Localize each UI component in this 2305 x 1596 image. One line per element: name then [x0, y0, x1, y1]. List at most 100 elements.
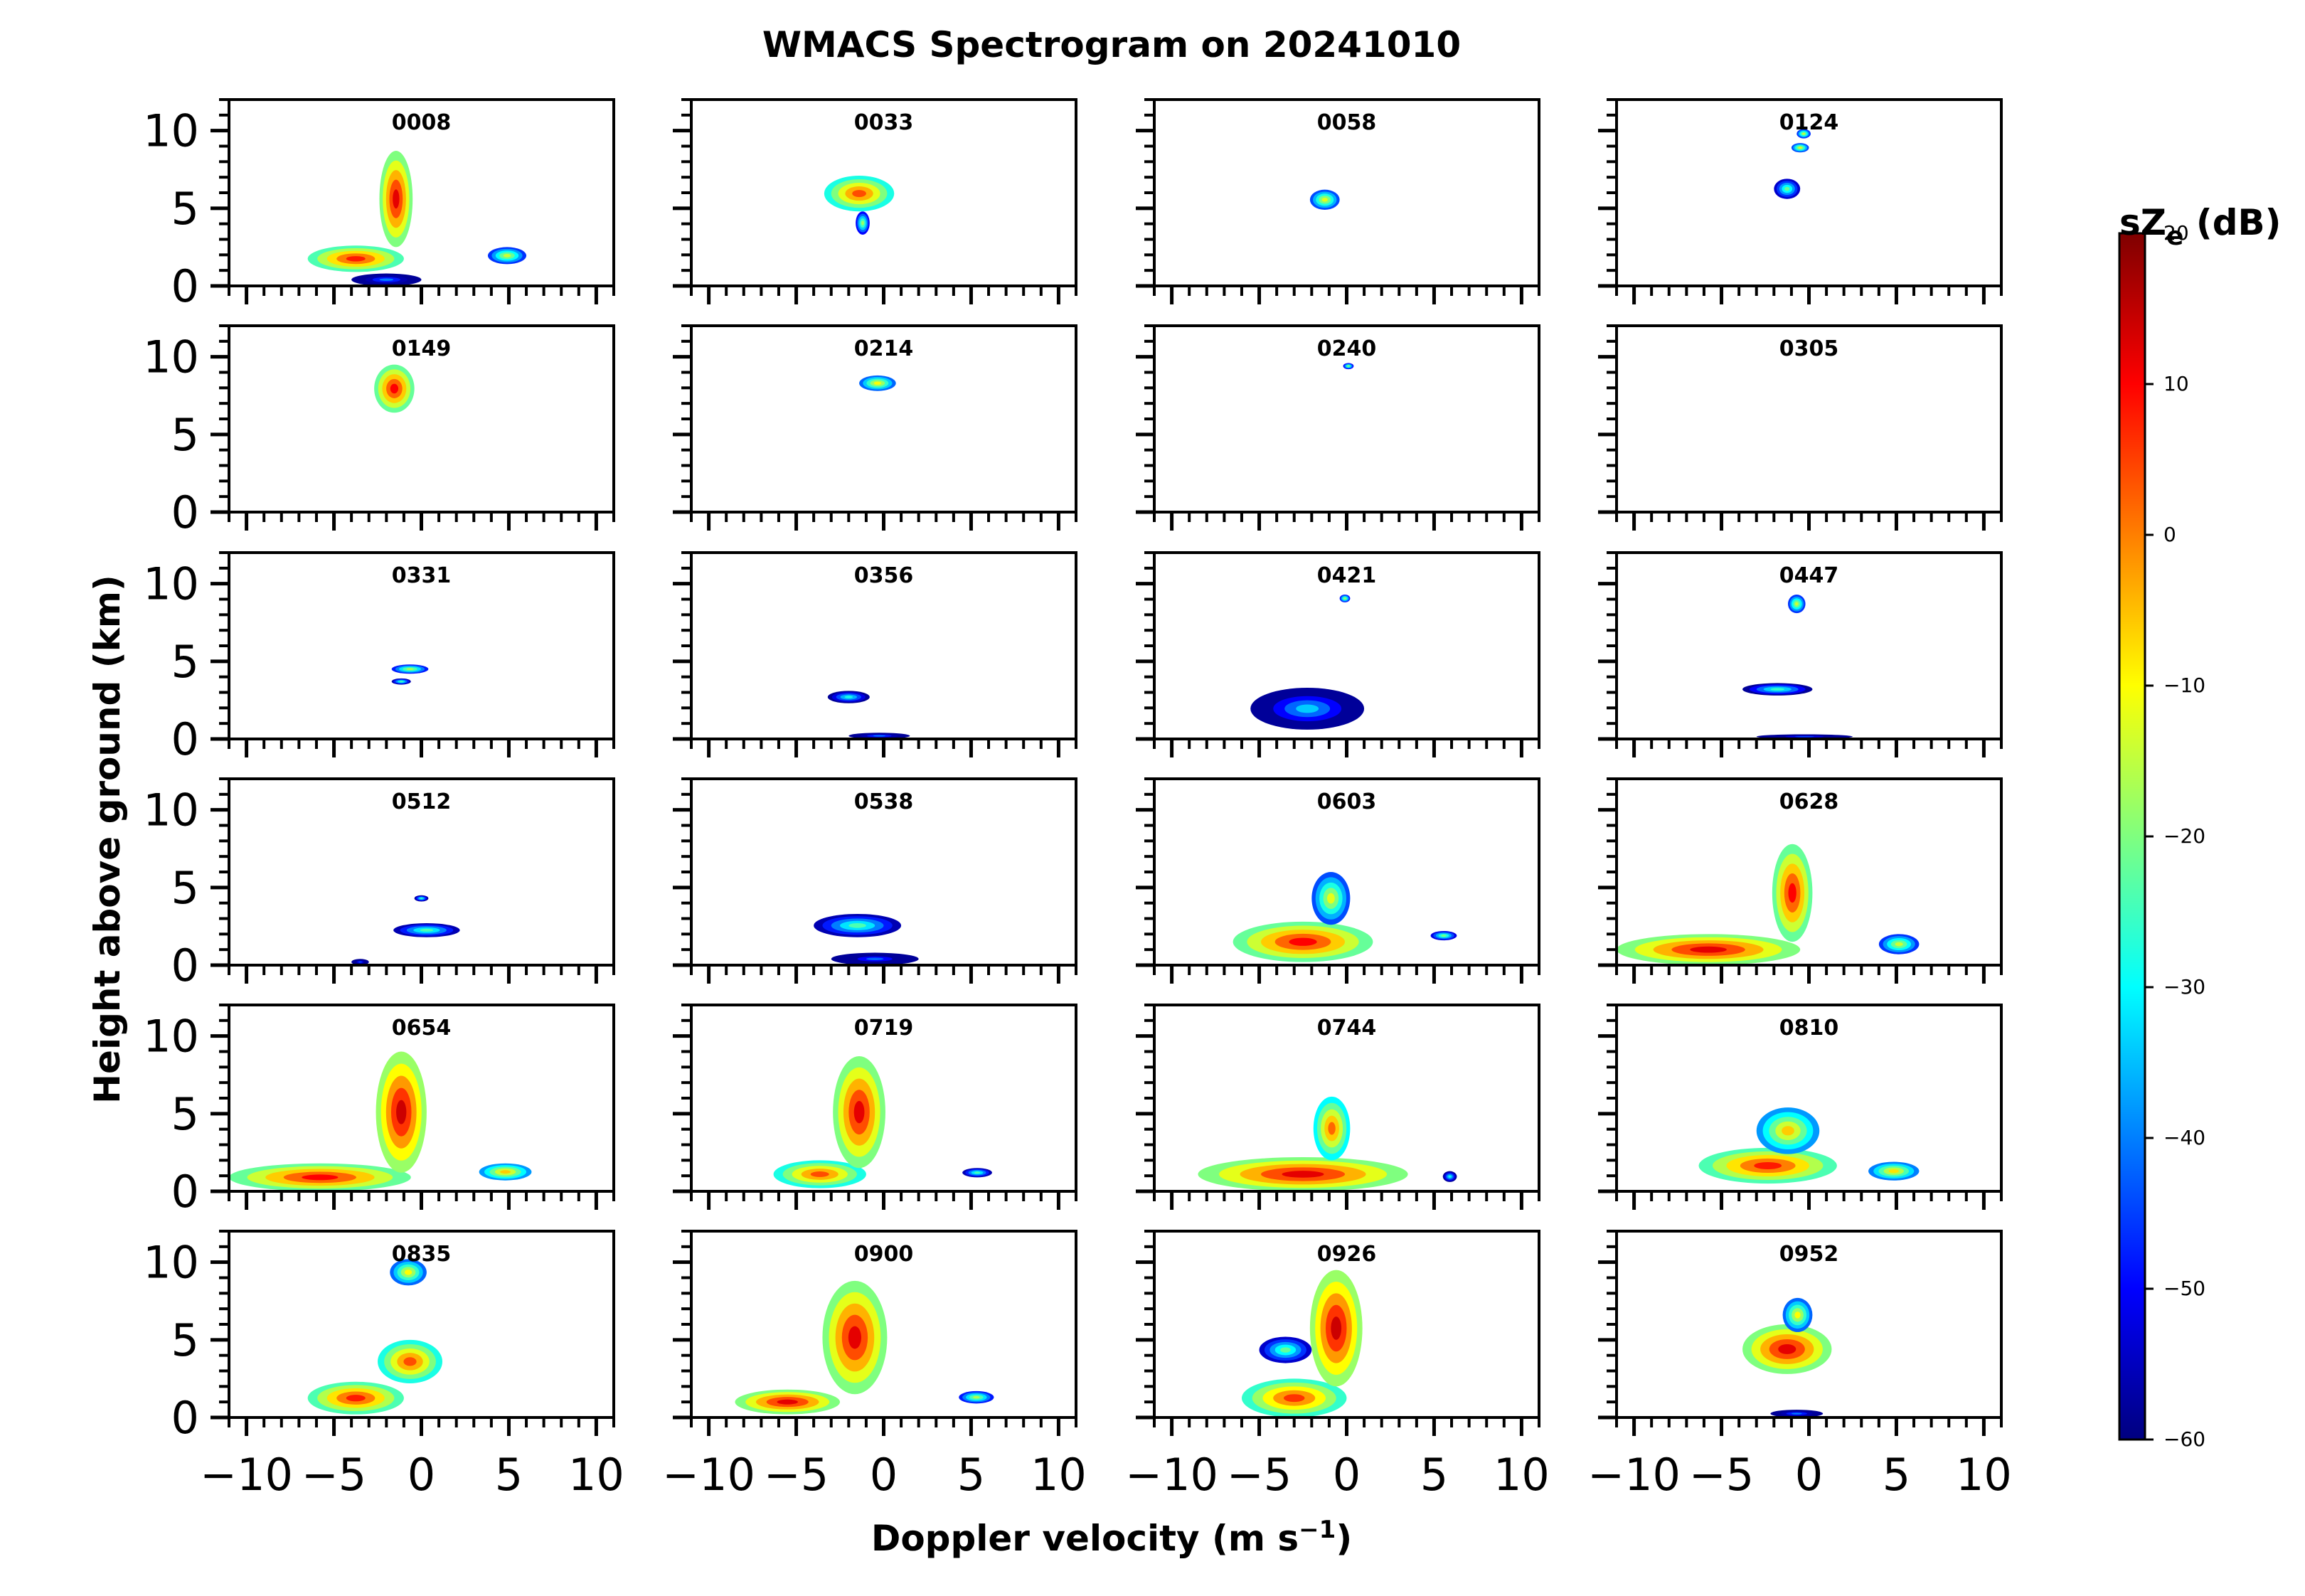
spectrogram-panel: 0512 0 5 10 [143, 777, 615, 991]
spectrogram-panel: 0305 [1598, 324, 2003, 531]
colorbar-tick-label: −30 [2163, 975, 2205, 999]
y-tick-label: 0 [171, 940, 199, 991]
echo-layer [773, 1056, 992, 1188]
panel-time-label: 0058 [1317, 110, 1377, 135]
echo-layer [1343, 363, 1354, 370]
colorbar-tick-label: −50 [2163, 1277, 2205, 1300]
echo-mark [1895, 942, 1903, 947]
echo-layer [1742, 1297, 1832, 1417]
x-tick-label: 5 [495, 1449, 523, 1501]
spectrogram-panel: 0900 −10 −5 0 5 10 [662, 1230, 1087, 1501]
y-tick-label: 10 [143, 558, 199, 610]
echo-mark [1328, 1122, 1336, 1135]
panel-time-label: 0214 [854, 336, 914, 361]
echo-mark [810, 1171, 829, 1177]
x-axis-label-close: ) [1336, 1518, 1352, 1559]
echo-layer [1241, 1270, 1363, 1417]
spectrogram-panel: 0654 0 5 10 [143, 1004, 615, 1218]
y-axis-label: Height above ground (km) [87, 575, 128, 1104]
x-tick-label: 5 [1420, 1449, 1448, 1501]
echo-mark [390, 383, 399, 394]
panel-time-label: 0512 [392, 789, 452, 814]
echo-mark [396, 1100, 407, 1124]
echo-layer [735, 1280, 994, 1415]
echo-layer [1309, 189, 1340, 211]
colorbar-tick-label: −10 [2163, 674, 2205, 697]
echo-mark [1770, 688, 1785, 691]
echo-mark [1791, 1413, 1802, 1415]
echo-layer [1617, 844, 1920, 965]
y-tick-label: 0 [171, 1166, 199, 1218]
x-tick-label: −10 [200, 1449, 293, 1501]
panel-time-label: 0538 [854, 789, 914, 814]
spectrogram-panel: 0952 −10 −5 0 5 10 [1587, 1230, 2012, 1501]
y-tick-label: 10 [143, 1237, 199, 1289]
panel-grid: 0008 0 5 10 0033 0058 0124 0149 0 5 10 0214 0240 0305… [143, 98, 2012, 1501]
y-tick-label: 0 [171, 1392, 199, 1444]
spectrogram-panel: 0835 0 5 10 −10 −5 0 5 10 [143, 1230, 624, 1501]
colorbar-ticks: 20 10 0 −10 −20 −30 −40 −50 −60 [2145, 221, 2205, 1451]
x-tick-label: −5 [764, 1449, 829, 1501]
colorbar-label: sZe (dB) [2119, 202, 2281, 251]
y-tick-label: 5 [171, 1088, 199, 1140]
spectrogram-panel: 0744 [1136, 1004, 1540, 1210]
echo-mark [1347, 365, 1350, 367]
x-axis-label-main: Doppler velocity (m s [871, 1518, 1299, 1559]
echo-mark [1888, 1169, 1899, 1174]
spectrogram-panel: 0033 [673, 98, 1077, 304]
echo-mark [777, 1399, 799, 1405]
echo-mark [852, 190, 866, 198]
x-tick-label: 5 [957, 1449, 985, 1501]
echo-mark [1794, 1312, 1801, 1319]
x-tick-label: 10 [1031, 1449, 1087, 1501]
spectrogram-panel: 0719 [673, 1004, 1077, 1210]
y-tick-label: 10 [143, 1011, 199, 1063]
echo-mark [404, 1270, 412, 1275]
echo-mark [873, 735, 885, 737]
x-axis-label-exponent: −1 [1299, 1516, 1336, 1544]
echo-mark [1778, 1344, 1796, 1354]
echo-mark [866, 957, 884, 961]
spectrogram-panel: 0926 −10 −5 0 5 10 [1125, 1230, 1550, 1501]
echo-mark [1331, 1316, 1342, 1340]
echo-mark [403, 1357, 417, 1366]
spectrogram-panel: 0149 0 5 10 [143, 324, 615, 538]
x-tick-label: 0 [870, 1449, 898, 1501]
y-tick-label: 0 [171, 260, 199, 312]
echo-layer [1742, 594, 1853, 739]
colorbar-tick-label: −60 [2163, 1427, 2205, 1451]
panel-time-label: 0033 [854, 110, 914, 135]
echo-mark [358, 961, 362, 963]
y-tick-label: 10 [143, 331, 199, 383]
echo-mark [1326, 893, 1335, 904]
echo-mark [503, 254, 511, 257]
echo-mark [1296, 704, 1319, 713]
colorbar-tick-label: 0 [2163, 523, 2176, 546]
spectrogram-panel: 0810 [1598, 1004, 2003, 1210]
panel-time-label: 0305 [1779, 336, 1839, 361]
echo-layer [1774, 129, 1811, 199]
spectrogram-panel: 0356 [673, 551, 1077, 757]
x-tick-label: 0 [1795, 1449, 1823, 1501]
echo-layer [229, 1051, 532, 1191]
colorbar: 20 10 0 −10 −20 −30 −40 −50 −60 sZe (dB) [2118, 202, 2281, 1451]
colorbar-label-main: sZ [2119, 202, 2166, 243]
y-tick-label: 5 [171, 409, 199, 461]
panel-time-label: 0926 [1317, 1242, 1377, 1267]
y-tick-label: 5 [171, 862, 199, 914]
spectrogram-panel: 0628 [1598, 777, 2003, 984]
echo-mark [974, 1171, 981, 1174]
echo-mark [302, 1174, 339, 1181]
echo-mark [1784, 186, 1790, 191]
panel-time-label: 0810 [1779, 1016, 1839, 1041]
echo-mark [972, 1395, 980, 1399]
echo-mark [1754, 1161, 1782, 1169]
echo-mark [420, 898, 423, 899]
echo-mark [1782, 1126, 1794, 1136]
panel-time-label: 0008 [392, 110, 452, 135]
echo-mark [848, 1326, 862, 1349]
echo-mark [853, 1100, 865, 1124]
echo-layer [814, 913, 919, 965]
echo-layer [351, 895, 460, 965]
colorbar-gradient [2118, 232, 2146, 1441]
